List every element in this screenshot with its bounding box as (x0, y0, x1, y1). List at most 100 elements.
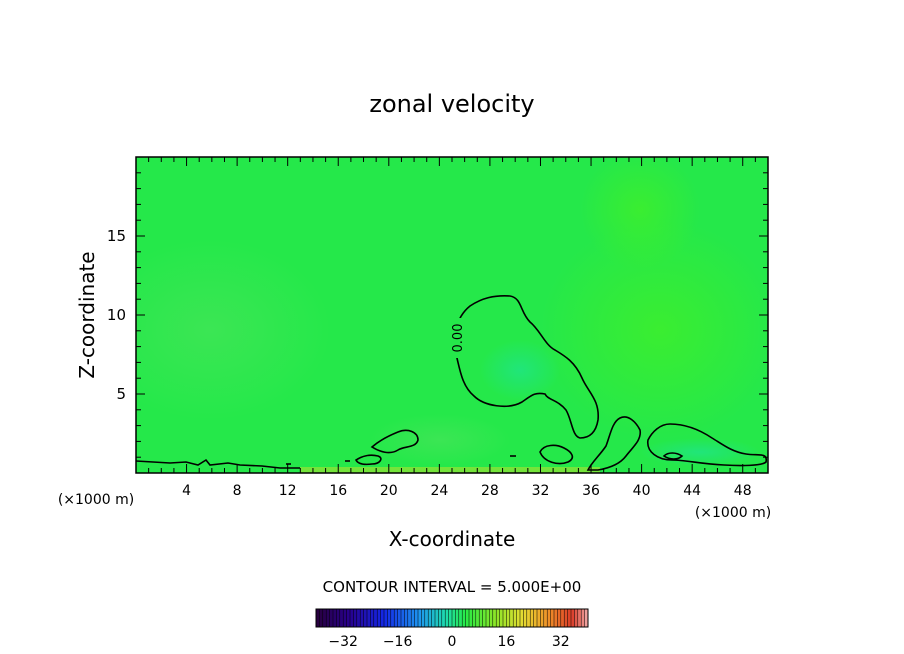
heatmap-blob-cyan-right (640, 438, 760, 466)
colorbar-cell (581, 609, 585, 627)
x-tick-label: 44 (683, 483, 701, 499)
x-tick-label: 40 (633, 483, 651, 499)
chart-title: zonal velocity (369, 90, 534, 118)
colorbar-frame (315, 608, 589, 628)
colorbar-cell (435, 609, 439, 627)
colorbar-cell (584, 609, 589, 627)
colorbar-tick-label: −16 (383, 634, 413, 650)
y-axis-ticks: 5 10 15 (107, 172, 768, 458)
x-tick-label: 48 (734, 483, 752, 499)
colorbar-cell (557, 609, 562, 627)
colorbar-cell (533, 609, 538, 627)
colorbar-cell (414, 609, 419, 627)
y-tick-label: 15 (107, 227, 126, 245)
colorbar-cell (316, 609, 320, 627)
colorbar-cell (353, 609, 358, 627)
colorbar-cell (574, 609, 579, 627)
colorbar-cell (390, 609, 395, 627)
colorbar-cell (499, 609, 504, 627)
colorbar-cell (448, 609, 453, 627)
colorbar-cell (564, 609, 568, 627)
contour-interval-text: CONTOUR INTERVAL = 5.000E+00 (323, 578, 582, 596)
colorbar-cell (571, 609, 575, 627)
colorbar-cell (411, 609, 415, 627)
heatmap-blob-light-left (136, 240, 330, 420)
colorbar-cell (543, 609, 548, 627)
colorbar-cell (441, 609, 446, 627)
colorbar-cell (319, 609, 324, 627)
contour-blob-32 (539, 444, 574, 465)
colorbar-cell (452, 609, 456, 627)
contour-label-bg (446, 318, 466, 358)
colorbar-cell (530, 609, 534, 627)
colorbar-cell (360, 609, 364, 627)
colorbar-cell (397, 609, 402, 627)
x-axis-label: X-coordinate (389, 527, 516, 551)
colorbar-cell (513, 609, 517, 627)
contour-blob-42-small (662, 452, 684, 460)
x-axis-ticks: 4 8 12 16 20 24 28 32 36 40 44 48 (148, 157, 756, 499)
colorbar-tick-label: 16 (497, 634, 515, 650)
contour-bottom-left (136, 458, 300, 469)
colorbar-cell (407, 609, 412, 627)
colorbar-cell (503, 609, 507, 627)
colorbar-cell (445, 609, 449, 627)
colorbar-cell (520, 609, 524, 627)
colorbar-cell (526, 609, 531, 627)
colorbar-tick-label: 0 (448, 634, 457, 650)
colorbar-cell (458, 609, 463, 627)
colorbar-cell (428, 609, 432, 627)
colorbar-tick-label: −32 (328, 634, 358, 650)
colorbar-cell (346, 609, 351, 627)
colorbar-cell (475, 609, 480, 627)
contour-label: 0.00 (451, 324, 466, 353)
contour-blob-42 (647, 423, 768, 467)
colorbar-cell (363, 609, 368, 627)
colorbar-cell (384, 609, 388, 627)
x-tick-label: 4 (182, 483, 191, 499)
contour-blob-20 (370, 429, 419, 454)
colorbar-cell (516, 609, 521, 627)
colorbar-cell (387, 609, 392, 627)
x-tick-label: 12 (279, 483, 297, 499)
colorbar-cell (418, 609, 422, 627)
colorbar-cell (496, 609, 500, 627)
colorbar (315, 609, 589, 627)
y-axis-label: Z-coordinate (75, 251, 99, 378)
colorbar-cell (380, 609, 385, 627)
x-tick-label: 36 (582, 483, 600, 499)
colorbar-cell (472, 609, 477, 627)
colorbar-cell (479, 609, 483, 627)
colorbar-cell (373, 609, 378, 627)
colorbar-cell (577, 609, 582, 627)
colorbar-cell (367, 609, 371, 627)
colorbar-cell (322, 609, 327, 627)
colorbar-cell (455, 609, 460, 627)
colorbar-cell (333, 609, 337, 627)
colorbar-cell (523, 609, 528, 627)
colorbar-cell (438, 609, 443, 627)
colorbar-cell (550, 609, 555, 627)
heatmap-field (136, 157, 768, 473)
x-tick-label: 24 (430, 483, 448, 499)
colorbar-cell (339, 609, 344, 627)
colorbar-cell (462, 609, 466, 627)
x-tick-label: 16 (329, 483, 347, 499)
colorbar-cell (421, 609, 426, 627)
y-tick-label: 5 (116, 385, 126, 403)
colorbar-cell (424, 609, 429, 627)
colorbar-tick-label: 32 (552, 634, 570, 650)
colorbar-cell (469, 609, 473, 627)
heatmap-blob-bright-top (580, 157, 700, 270)
colorbar-cell (486, 609, 490, 627)
colorbar-cell (537, 609, 541, 627)
colorbar-cell (482, 609, 487, 627)
contour-blob-36 (586, 416, 642, 471)
contour-main-loop (453, 295, 599, 439)
colorbar-cell (547, 609, 551, 627)
x-tick-label: 8 (233, 483, 242, 499)
colorbar-cell (343, 609, 347, 627)
colorbar-cell (394, 609, 398, 627)
